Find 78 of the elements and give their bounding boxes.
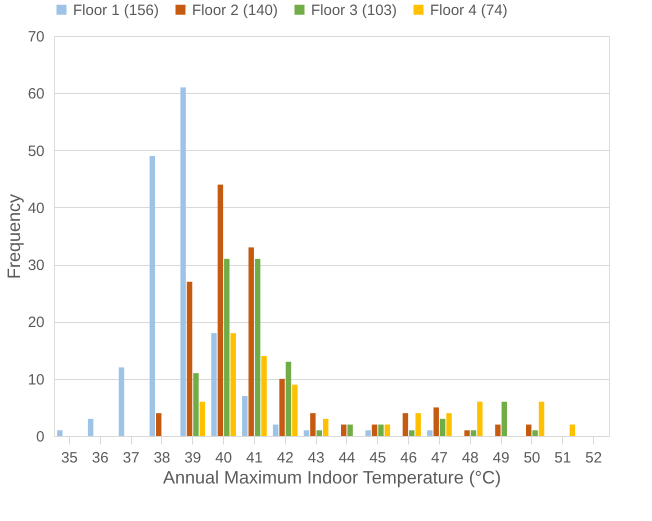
x-tick-label: 43 [308, 450, 324, 466]
bar [180, 87, 186, 436]
bar [57, 430, 63, 436]
x-tick-label: 47 [431, 450, 448, 466]
bar [292, 384, 298, 436]
x-tick-label: 52 [585, 450, 602, 466]
bar [495, 424, 501, 436]
x-tick-label: 48 [462, 450, 479, 466]
x-tick-label: 35 [61, 450, 78, 466]
bar [446, 413, 452, 436]
bar [156, 413, 162, 436]
y-tick-label: 30 [28, 257, 44, 274]
bar [118, 367, 124, 436]
bar [200, 402, 206, 436]
bar [230, 333, 236, 436]
bar [570, 424, 576, 436]
y-axis-title: Frequency [4, 194, 24, 280]
bar [254, 258, 260, 436]
bar [532, 430, 538, 436]
legend-label: Floor 3 (103) [311, 2, 397, 19]
x-tick-label: 39 [184, 450, 202, 466]
x-axis-title: Annual Maximum Indoor Temperature (°C) [162, 468, 502, 488]
x-tick-label: 49 [492, 450, 510, 466]
bar [340, 424, 346, 436]
bar [502, 402, 508, 436]
bar [384, 424, 390, 436]
bar [538, 402, 544, 436]
x-tick-label: 46 [400, 450, 417, 466]
bar [526, 424, 532, 436]
legend-label: Floor 2 (140) [192, 2, 278, 19]
y-tick-label: 0 [36, 428, 44, 446]
bar [224, 258, 230, 436]
bar [248, 247, 254, 436]
bar [316, 430, 322, 436]
x-tick-label: 50 [524, 450, 540, 466]
bar [402, 413, 408, 436]
x-tick-label: 38 [154, 450, 170, 466]
bar [242, 396, 248, 436]
bar [193, 373, 199, 436]
bar [322, 418, 328, 436]
bar [310, 413, 316, 436]
bar [415, 413, 421, 436]
bar [150, 156, 156, 436]
y-tick-label: 60 [28, 86, 44, 103]
bar [433, 407, 439, 436]
x-tick-label: 45 [369, 450, 386, 466]
bar [286, 362, 292, 436]
bar [279, 378, 285, 436]
y-tick-label: 70 [28, 28, 44, 46]
x-tick-label: 36 [92, 450, 109, 466]
y-tick-label: 50 [28, 142, 44, 160]
bar [477, 402, 483, 436]
legend-label: Floor 1 (156) [73, 2, 159, 19]
bar [372, 424, 378, 436]
bar [218, 184, 224, 436]
bar [464, 430, 470, 436]
x-tick-label: 44 [338, 450, 356, 466]
y-tick-label: 20 [28, 314, 44, 332]
x-tick-label: 51 [554, 450, 572, 466]
bar [365, 430, 371, 436]
x-tick-label: 41 [246, 450, 263, 466]
bar [88, 418, 94, 436]
bar [378, 424, 384, 436]
y-tick-label: 10 [28, 371, 44, 388]
bar [211, 333, 217, 436]
bar [470, 430, 476, 436]
bar [261, 356, 267, 436]
bar [272, 424, 278, 436]
bar [347, 424, 353, 436]
x-tick-label: 40 [215, 450, 232, 466]
x-tick-label: 37 [122, 450, 140, 466]
bar [440, 418, 446, 436]
x-tick-label: 42 [276, 450, 294, 466]
bar [186, 282, 192, 436]
y-tick-label: 40 [28, 200, 44, 217]
legend-label: Floor 4 (74) [430, 2, 508, 19]
bar [409, 430, 415, 436]
bar [427, 430, 433, 436]
